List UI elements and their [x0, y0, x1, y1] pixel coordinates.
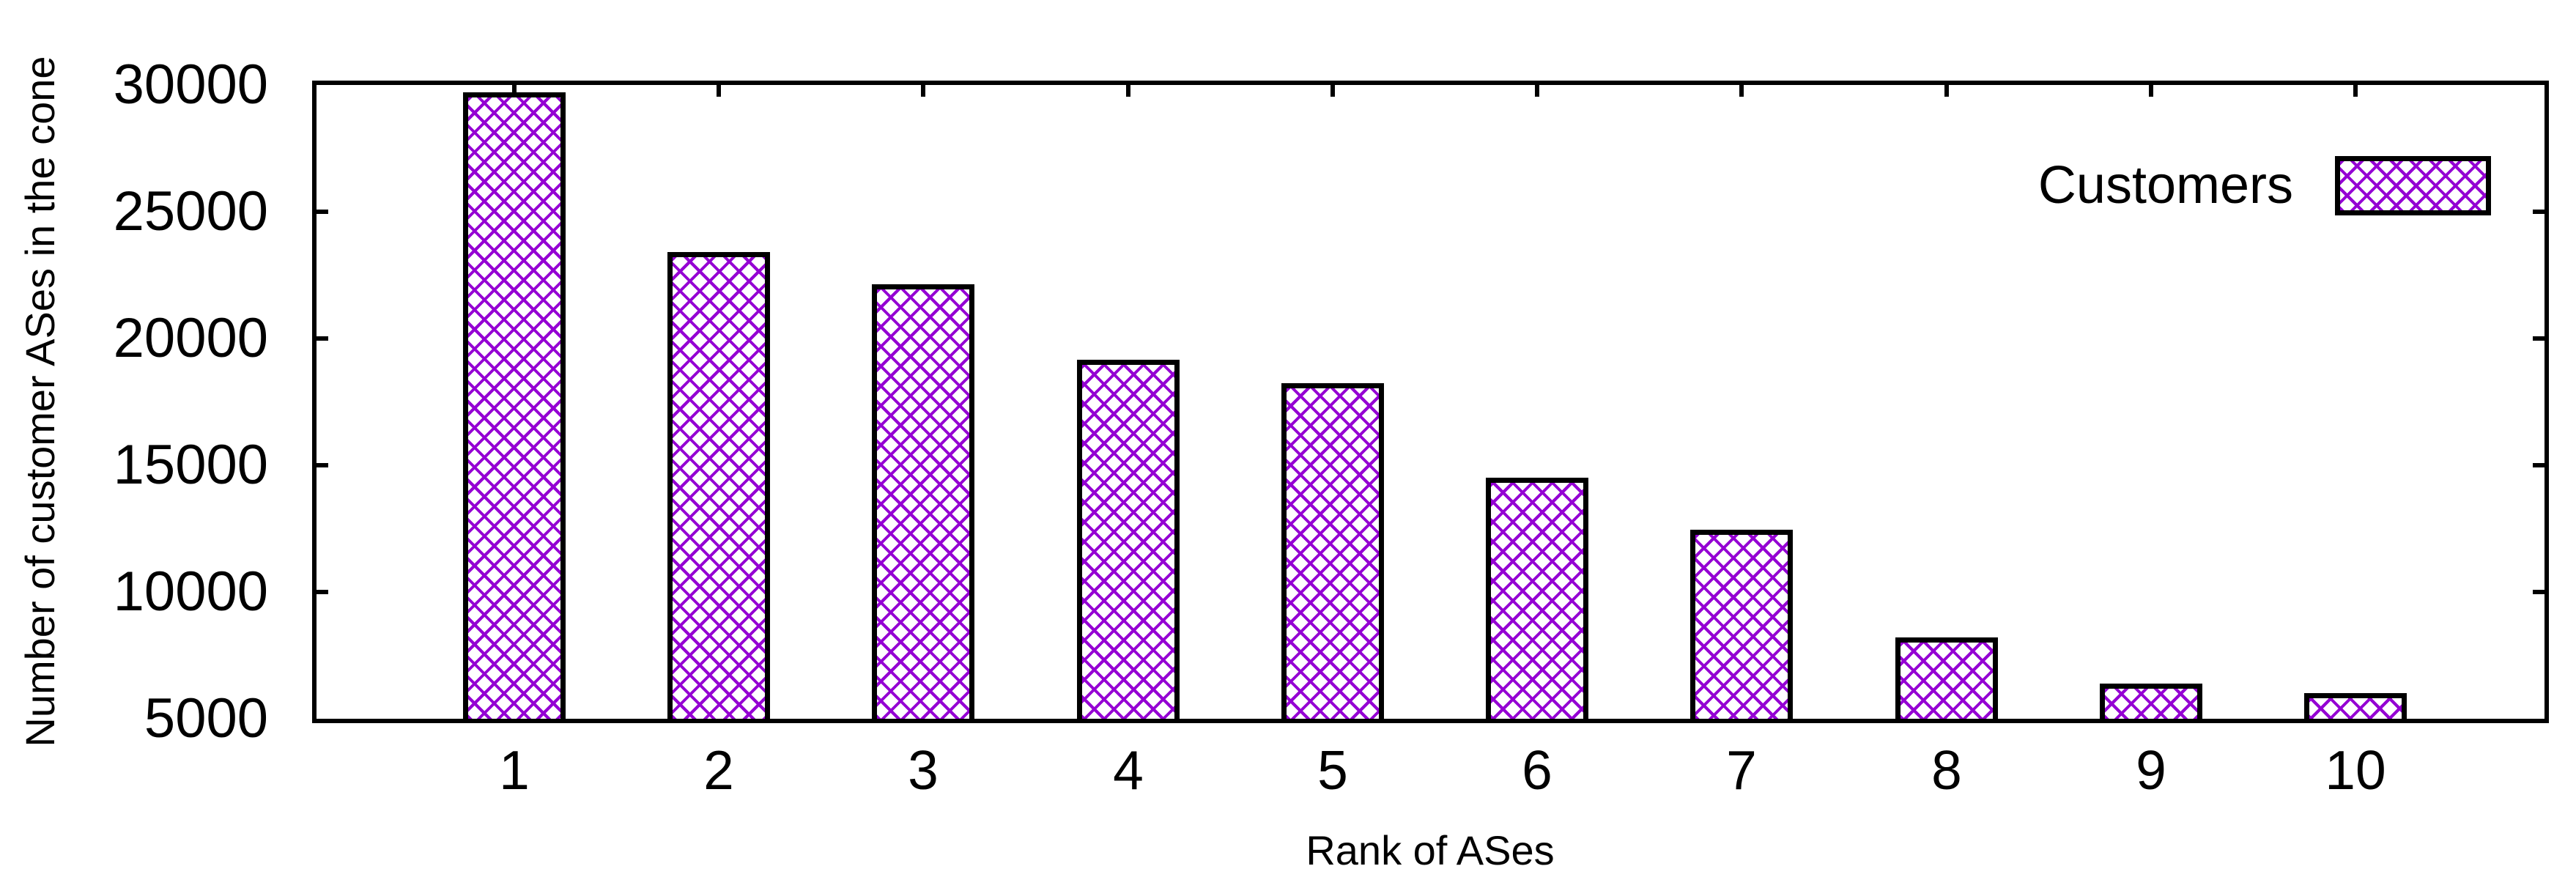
- x-tick-top: [717, 85, 721, 97]
- y-tick-label: 15000: [113, 434, 268, 496]
- y-tick-label: 25000: [113, 180, 268, 243]
- bar-rank-9: [2100, 684, 2202, 719]
- legend-label: Customers: [2038, 156, 2293, 215]
- plot-area: [312, 81, 2549, 723]
- x-tick-top: [1739, 85, 1744, 97]
- bar-rank-5: [1281, 383, 1384, 719]
- y-tick-label: 10000: [113, 560, 268, 623]
- x-tick-label: 8: [1931, 739, 1962, 801]
- x-tick-label: 6: [1522, 739, 1552, 801]
- x-tick-label: 7: [1726, 739, 1757, 801]
- x-tick-label: 2: [703, 739, 734, 801]
- legend-swatch: [2335, 156, 2491, 215]
- x-tick-top: [1535, 85, 1539, 97]
- y-tick-left: [317, 463, 328, 467]
- bar-rank-10: [2304, 693, 2407, 719]
- x-tick-label: 1: [499, 739, 530, 801]
- x-tick-label: 3: [908, 739, 939, 801]
- bar-rank-6: [1486, 478, 1588, 719]
- bar-rank-7: [1690, 530, 1793, 719]
- y-tick-right: [2533, 336, 2544, 341]
- x-tick-top: [1126, 85, 1130, 97]
- x-tick-top: [2353, 85, 2358, 97]
- bar-rank-3: [872, 284, 974, 719]
- x-tick-top: [512, 85, 517, 97]
- x-tick-label: 10: [2325, 739, 2386, 801]
- bar-rank-4: [1077, 360, 1180, 719]
- x-tick-top: [2149, 85, 2153, 97]
- x-axis-title: Rank of ASes: [1306, 827, 1555, 873]
- bar-rank-1: [463, 92, 566, 719]
- x-tick-label: 5: [1317, 739, 1348, 801]
- y-tick-right: [2533, 210, 2544, 214]
- y-tick-left: [317, 210, 328, 214]
- y-tick-left: [317, 336, 328, 341]
- ticks-layer: [317, 85, 2544, 719]
- y-axis-title: Number of customer ASes in the cone: [17, 56, 63, 747]
- y-tick-right: [2533, 463, 2544, 467]
- bar-rank-8: [1895, 637, 1998, 719]
- y-tick-right: [2533, 590, 2544, 594]
- x-tick-top: [921, 85, 925, 97]
- y-tick-label: 5000: [144, 687, 268, 750]
- x-tick-label: 9: [2136, 739, 2166, 801]
- x-tick-top: [1944, 85, 1949, 97]
- y-tick-left: [317, 590, 328, 594]
- x-tick-top: [1330, 85, 1335, 97]
- y-tick-label: 30000: [113, 53, 268, 116]
- y-tick-label: 20000: [113, 307, 268, 369]
- bars-layer: [317, 85, 2544, 719]
- bar-rank-2: [667, 252, 770, 719]
- x-tick-label: 4: [1113, 739, 1144, 801]
